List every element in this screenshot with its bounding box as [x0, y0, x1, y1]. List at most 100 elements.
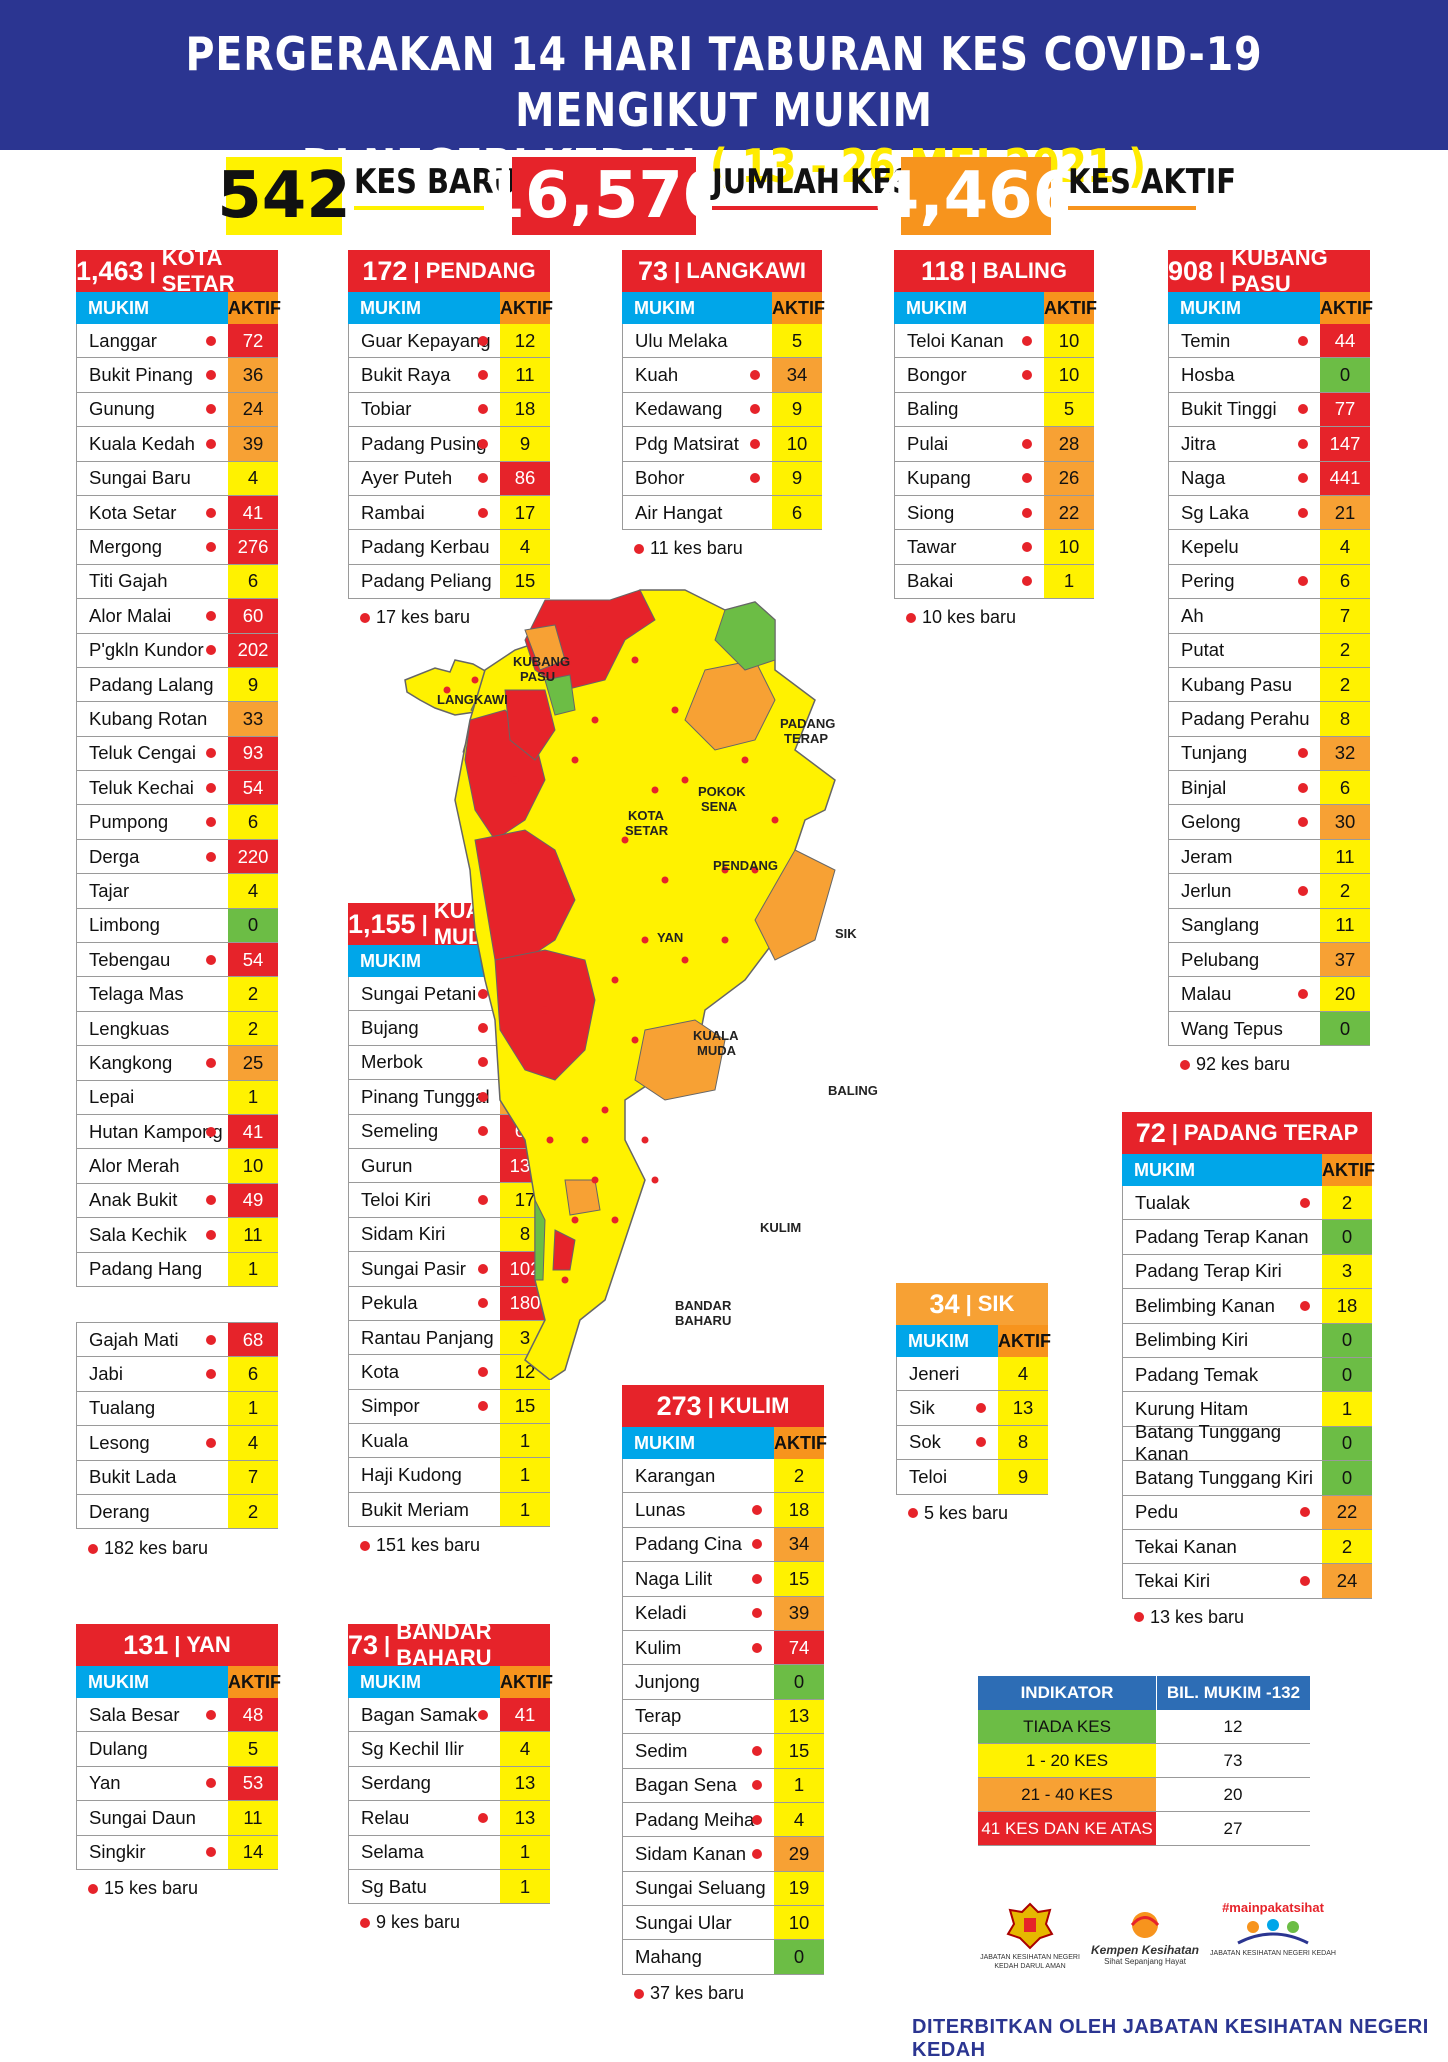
table-row: Binjal 6 [1168, 771, 1370, 806]
mukim-name: Batang Tunggang Kanan [1122, 1421, 1322, 1464]
mukim-name: Junjong [622, 1665, 774, 1699]
table-row: Sedim 15 [622, 1734, 824, 1769]
table-row: Singkir 14 [76, 1835, 278, 1870]
mukim-label: Sok [909, 1431, 941, 1453]
table-row: Sik 13 [896, 1391, 1048, 1426]
aktif-value: 34 [772, 358, 822, 392]
district-title: 72 | PADANG TERAP [1122, 1112, 1372, 1154]
jkn-logo-text: JABATAN KESIHATAN NEGERI KEDAH DARUL AMA… [980, 1954, 1080, 1970]
aktif-value: 15 [500, 564, 550, 599]
table-row: Kupang 26 [894, 461, 1094, 496]
mukim-name: Ayer Puteh [348, 461, 500, 495]
mukim-label: Pinang Tunggal [361, 1085, 490, 1107]
table-row: Kubang Pasu 2 [1168, 667, 1370, 703]
district-total: 172 [362, 255, 408, 286]
table-row: Junjong 0 [622, 1665, 824, 1700]
mukim-name: Keladi [622, 1596, 774, 1630]
table-row: Serdang 13 [348, 1766, 550, 1802]
mukim-label: Sungai Ular [635, 1911, 732, 1933]
district-table-baling: 118 | BALING MUKIM AKTIF Teloi Kanan 10 Bongor 1… [894, 250, 1097, 600]
aktif-value: 4 [500, 530, 550, 564]
table-row: Sala Besar 48 [76, 1698, 278, 1733]
new-case-dot-icon [1022, 576, 1032, 587]
district-total: 1,463 [76, 255, 144, 286]
mukim-name: Teluk Kechai [76, 771, 228, 805]
legend-count: 20 [1223, 1784, 1243, 1804]
new-case-dot-icon [478, 1057, 488, 1068]
mukim-label: Binjal [1181, 776, 1227, 798]
aktif-value: 9 [228, 667, 278, 702]
mukim-label: Kupang [907, 467, 971, 489]
mukim-label: Alor Merah [89, 1155, 180, 1177]
title-separator: | [174, 1632, 181, 1657]
table-row: Baling 5 [894, 392, 1094, 428]
mukim-label: Bukit Tinggi [1181, 398, 1277, 420]
district-total: 131 [123, 1629, 169, 1660]
header-mukim: MUKIM [360, 297, 421, 318]
mukim-label: Naga [1181, 467, 1226, 489]
mukim-name: Lunas [622, 1493, 774, 1527]
mukim-name: Semeling [348, 1114, 500, 1148]
table-row: Alor Malai 60 [76, 599, 278, 634]
district-table-langkawi: 73 | LANGKAWI MUKIM AKTIF Ulu Melaka 5 Kuah 34 Ke… [622, 250, 825, 531]
mukim-name: Tualak [1122, 1186, 1322, 1220]
mukim-name: Sok [896, 1425, 998, 1460]
stat-kes-aktif-value: 4,466 [874, 157, 1078, 235]
mukim-label: Relau [361, 1806, 410, 1828]
mukim-label: Anak Bukit [89, 1189, 178, 1211]
header-mukim: MUKIM [634, 1432, 695, 1453]
mukim-label: Bakai [907, 570, 954, 592]
new-case-dot-icon [88, 1543, 98, 1554]
header-aktif: AKTIF [1320, 292, 1373, 324]
mukim-name: Karangan [622, 1459, 774, 1493]
crest-icon [1006, 1902, 1054, 1950]
new-case-dot-icon [478, 1195, 488, 1206]
mukim-label: Tebengau [89, 948, 171, 970]
table-row: Bukit Meriam 1 [348, 1492, 550, 1528]
aktif-value: 2 [228, 1494, 278, 1529]
mukim-label: Temin [1181, 329, 1231, 351]
aktif-value: 41 [500, 1698, 550, 1732]
mukim-label: Lesong [89, 1431, 150, 1453]
table-row: Titi Gajah 6 [76, 564, 278, 600]
mukim-label: Siong [907, 501, 955, 523]
new-case-dot-icon [1134, 1612, 1144, 1623]
header-aktif: AKTIF [1322, 1154, 1375, 1186]
mukim-label: Bukit Pinang [89, 364, 193, 386]
mukim-name: Serdang [348, 1766, 500, 1801]
aktif-value: 11 [1320, 839, 1370, 874]
new-cases-text: 5 kes baru [924, 1502, 1009, 1523]
mukim-name: Kulim [622, 1630, 774, 1665]
new-cases-text: 17 kes baru [376, 607, 471, 628]
new-case-dot-icon [750, 473, 760, 484]
district-name: KUBANG PASU [1231, 245, 1328, 296]
aktif-value: 441 [1320, 461, 1370, 495]
table-row: Jerlun 2 [1168, 874, 1370, 909]
mukim-label: Padang Perahu [1181, 707, 1310, 729]
table-row: Dulang 5 [76, 1732, 278, 1767]
mukim-name: Bakai [894, 564, 1044, 599]
mukim-label: Jabi [89, 1363, 123, 1385]
table-row: Gunung 24 [76, 392, 278, 428]
table-row: Sungai Baru 4 [76, 461, 278, 496]
table-row: Mahang 0 [622, 1940, 824, 1975]
new-case-dot-icon [206, 748, 216, 759]
table-row: Ah 7 [1168, 599, 1370, 634]
table-row: Jeram 11 [1168, 839, 1370, 875]
aktif-value: 28 [1044, 427, 1094, 461]
mukim-label: Padang Terap Kanan [1135, 1226, 1309, 1248]
mukim-label: Singkir [89, 1841, 146, 1863]
aktif-value: 1 [228, 1252, 278, 1286]
map-label-pendang: PENDANG [713, 858, 778, 873]
table-row: Terap 13 [622, 1699, 824, 1735]
mukim-label: Kuah [635, 364, 679, 386]
table-row: Padang Hang 1 [76, 1252, 278, 1287]
mukim-name: Bohor [622, 461, 772, 495]
map-orange-baling [634, 1019, 726, 1101]
table-row: Padang Temak 0 [1122, 1357, 1372, 1393]
mukim-label: Bagan Samak [361, 1703, 478, 1725]
new-case-dot-icon [478, 507, 488, 518]
mukim-name: Guar Kepayang [348, 324, 500, 358]
table-row: Guar Kepayang 12 [348, 324, 550, 359]
aktif-value: 2 [228, 977, 278, 1011]
